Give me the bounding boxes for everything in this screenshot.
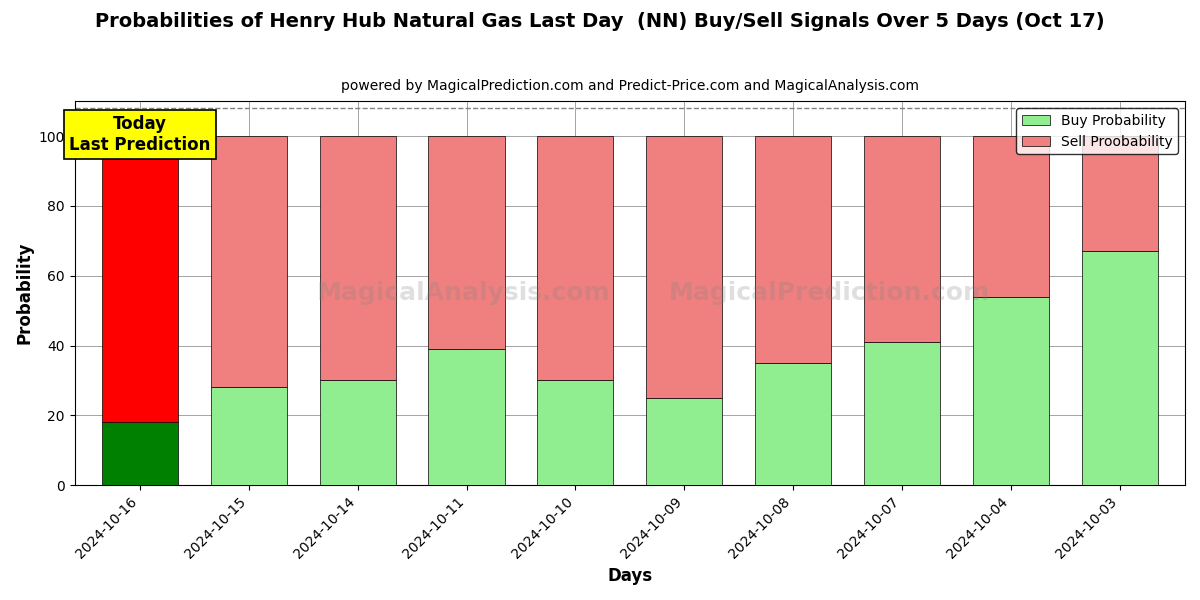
- Bar: [428, 349, 505, 485]
- Bar: [319, 380, 396, 485]
- Bar: [538, 136, 613, 380]
- Bar: [1081, 251, 1158, 485]
- Text: MagicalAnalysis.com: MagicalAnalysis.com: [317, 281, 610, 305]
- Title: powered by MagicalPrediction.com and Predict-Price.com and MagicalAnalysis.com: powered by MagicalPrediction.com and Pre…: [341, 79, 919, 93]
- Text: Probabilities of Henry Hub Natural Gas Last Day  (NN) Buy/Sell Signals Over 5 Da: Probabilities of Henry Hub Natural Gas L…: [95, 12, 1105, 31]
- Bar: [102, 136, 178, 422]
- Bar: [973, 296, 1049, 485]
- Bar: [211, 388, 287, 485]
- Bar: [646, 136, 722, 398]
- Legend: Buy Probability, Sell Proobability: Buy Probability, Sell Proobability: [1016, 108, 1178, 154]
- Bar: [973, 136, 1049, 296]
- X-axis label: Days: Days: [607, 567, 653, 585]
- Bar: [319, 136, 396, 380]
- Bar: [755, 363, 832, 485]
- Bar: [538, 380, 613, 485]
- Bar: [102, 422, 178, 485]
- Bar: [646, 398, 722, 485]
- Text: MagicalPrediction.com: MagicalPrediction.com: [670, 281, 990, 305]
- Bar: [864, 136, 940, 342]
- Bar: [864, 342, 940, 485]
- Y-axis label: Probability: Probability: [16, 242, 34, 344]
- Bar: [755, 136, 832, 363]
- Bar: [211, 136, 287, 388]
- Bar: [428, 136, 505, 349]
- Bar: [1081, 136, 1158, 251]
- Text: Today
Last Prediction: Today Last Prediction: [70, 115, 211, 154]
